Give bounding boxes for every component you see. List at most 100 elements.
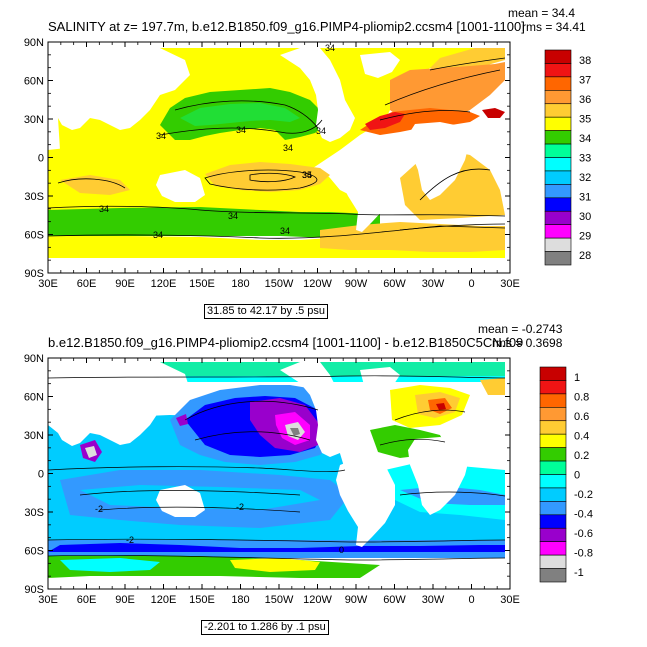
y-tick-label: 60S [24, 230, 44, 242]
colorbar-label: -0.4 [574, 509, 593, 521]
colorbar-swatch [544, 90, 572, 105]
y-tick-label: 90N [24, 37, 44, 49]
x-tick-label: 150E [189, 594, 215, 606]
colorbar-label: 38 [579, 55, 591, 67]
contour-label: 34 [302, 170, 312, 180]
contour-label: 34 [280, 226, 290, 236]
colorbar-swatch [539, 554, 567, 569]
x-tick-label: 30E [500, 278, 520, 290]
colorbar-label: 30 [579, 211, 591, 223]
x-tick-label: 60W [383, 278, 406, 290]
x-tick-label: 150W [265, 278, 294, 290]
x-tick-label: 60E [77, 278, 97, 290]
colorbar-label: 0.2 [574, 450, 589, 462]
contour-label: -2 [95, 504, 103, 514]
y-tick-label: 90N [24, 353, 44, 365]
y-tick-label: 0 [38, 469, 44, 481]
colorbar-swatch [539, 420, 567, 435]
contour-label: 34 [228, 211, 238, 221]
colorbar-swatch [539, 487, 567, 502]
x-tick-label: 150E [189, 278, 215, 290]
colorbar-swatch [544, 184, 572, 199]
x-tick-label: 30W [422, 594, 445, 606]
colorbar-label: 29 [579, 231, 591, 243]
colorbar-label: -0.2 [574, 489, 593, 501]
colorbar-swatch [539, 527, 567, 542]
colorbar-swatch [544, 143, 572, 158]
contour-label: -2 [236, 502, 244, 512]
contour-label: 34 [99, 204, 109, 214]
colorbar-label: 37 [579, 74, 591, 86]
colorbar-swatch [544, 103, 572, 118]
y-tick-label: 60N [24, 392, 44, 404]
colorbar-swatch [539, 366, 567, 381]
x-tick-label: 90E [115, 594, 135, 606]
colorbar-label: 0.4 [574, 430, 589, 442]
colorbar-swatch [539, 514, 567, 529]
colorbar-label: 36 [579, 94, 591, 106]
colorbar-label: 34 [579, 133, 591, 145]
y-tick-label: 30N [24, 430, 44, 442]
colorbar-swatch [544, 224, 572, 239]
colorbar-swatch [539, 393, 567, 408]
x-tick-label: 120W [303, 594, 332, 606]
colorbar-swatch [544, 251, 572, 266]
colorbar-swatch [539, 447, 567, 462]
panel2-rms: rms = 0.3698 [492, 336, 563, 350]
colorbar-swatch [539, 433, 567, 448]
panel2-range-label: -2.201 to 1.286 by .1 psu [201, 620, 329, 635]
contour-label: 35 [302, 170, 312, 180]
panel1-mean: mean = 34.4 [508, 6, 576, 20]
colorbar-swatch [539, 474, 567, 489]
contour-label: 34 [316, 126, 326, 136]
panel1-title: SALINITY at z= 197.7m, b.e12.B1850.f09_g… [48, 19, 525, 34]
colorbar-label: -1 [574, 567, 584, 579]
colorbar-label: -0.6 [574, 528, 593, 540]
colorbar-label: 33 [579, 153, 591, 165]
x-tick-label: 60W [383, 594, 406, 606]
x-tick-label: 120W [303, 278, 332, 290]
contour-label: -2 [126, 535, 134, 545]
colorbar-swatch [544, 63, 572, 78]
contour-label: 34 [153, 230, 163, 240]
colorbar-label: 32 [579, 172, 591, 184]
x-tick-label: 30W [422, 278, 445, 290]
colorbar-label: 35 [579, 113, 591, 125]
colorbar-label: 0.8 [574, 391, 589, 403]
x-tick-label: 30E [38, 594, 58, 606]
colorbar-swatch [544, 210, 572, 225]
colorbar-swatch [544, 130, 572, 145]
x-tick-label: 90W [345, 278, 368, 290]
x-tick-label: 60E [77, 594, 97, 606]
colorbar-swatch [544, 157, 572, 172]
y-tick-label: 60S [24, 546, 44, 558]
contour-label: 34 [325, 43, 335, 53]
colorbar-swatch [539, 407, 567, 422]
x-tick-label: 180 [231, 594, 249, 606]
colorbar-swatch [539, 501, 567, 516]
panel1-rms: rms = 34.41 [522, 20, 586, 34]
x-tick-label: 90E [115, 278, 135, 290]
colorbar-swatch [544, 237, 572, 252]
colorbar-swatch [539, 380, 567, 395]
y-tick-label: 90S [24, 268, 44, 280]
colorbar-swatch [539, 568, 567, 583]
y-tick-label: 30S [24, 507, 44, 519]
colorbar-swatch [544, 49, 572, 64]
colorbar-label: 0.6 [574, 411, 589, 423]
y-tick-label: 0 [38, 153, 44, 165]
x-tick-label: 180 [231, 278, 249, 290]
colorbar-label: 31 [579, 192, 591, 204]
contour-label: 0 [339, 545, 344, 555]
colorbar-label: 1 [574, 372, 580, 384]
colorbar-swatch [539, 541, 567, 556]
colorbar-swatch [544, 116, 572, 131]
contour-label: 34 [156, 131, 166, 141]
colorbar-swatch [544, 170, 572, 185]
colorbar-swatch [544, 197, 572, 212]
colorbar-label: 28 [579, 250, 591, 262]
x-tick-label: 90W [345, 594, 368, 606]
colorbar-swatch [544, 76, 572, 91]
y-tick-label: 90S [24, 584, 44, 596]
